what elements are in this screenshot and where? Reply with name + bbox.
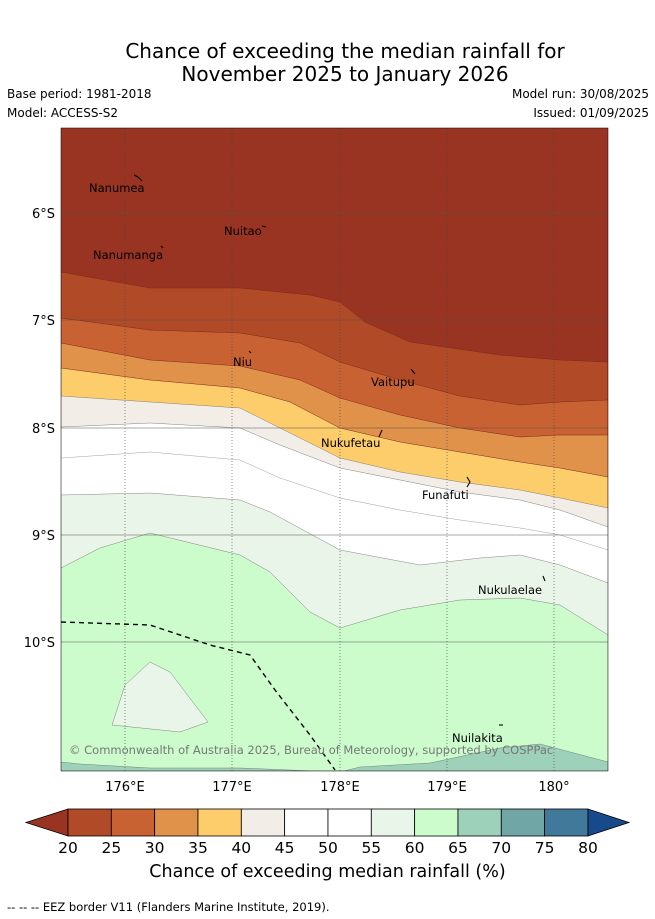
colorbar-tick-label: 60 (405, 839, 425, 857)
place-label-nuitao: Nuitao (224, 224, 262, 238)
title-line-1: Chance of exceeding the median rainfall … (125, 39, 565, 63)
colorbar-swatch (110, 808, 156, 837)
place-label-nukulaelae: Nukulaelae (478, 583, 542, 597)
place-labels: Nanumea Nuitao Nanumanga Niu Vaitupu Nuk… (89, 181, 542, 745)
base-period: Base period: 1981-2018 (7, 87, 152, 101)
island-niu (248, 350, 252, 354)
place-label-vaitupu: Vaitupu (371, 375, 415, 389)
colorbar-tick-label: 70 (491, 839, 511, 857)
lat-label: 8°S (32, 422, 55, 437)
contour-fill-layer (61, 128, 608, 771)
colorbar: 20 25 30 35 40 45 50 55 60 65 70 75 80 (24, 808, 631, 857)
island-vaitupu (410, 368, 416, 375)
colorbar-tick-label: 30 (145, 839, 165, 857)
colorbar-swatch (457, 808, 502, 837)
lon-label: 178°E (320, 780, 360, 795)
model-name: Model: ACCESS-S2 (7, 106, 119, 120)
latitude-labels: 6°S 7°S 8°S 9°S 10°S (24, 207, 55, 651)
island-nukufetau (378, 429, 383, 438)
longitude-gridlines (124, 128, 555, 771)
longitude-labels: 176°E 177°E 178°E 179°E 180° (105, 780, 569, 795)
island-nukulaelae (542, 575, 546, 582)
lat-label: 9°S (32, 529, 55, 544)
copyright-notice: © Commonwealth of Australia 2025, Bureau… (69, 743, 553, 757)
eez-border (61, 621, 336, 771)
island-funafuti (466, 476, 471, 488)
colorbar-swatch (67, 808, 112, 837)
colorbar-tick-label: 20 (58, 839, 78, 857)
latitude-gridlines (61, 212, 608, 643)
colorbar-tick-labels: 20 25 30 35 40 45 50 55 60 65 70 75 80 (58, 839, 598, 857)
place-label-niu: Niu (233, 355, 252, 369)
colorbar-tick-label: 50 (318, 839, 338, 857)
colorbar-title: Chance of exceeding median rainfall (%) (149, 862, 506, 882)
lon-label: 177°E (212, 780, 252, 795)
colorbar-swatch (414, 808, 459, 837)
island-nanumea (133, 174, 143, 182)
colorbar-swatch (544, 808, 589, 837)
place-label-funafuti: Funafuti (422, 488, 469, 502)
colorbar-tick-label: 55 (361, 839, 381, 857)
colorbar-tick-label: 45 (275, 839, 295, 857)
lon-label: 176°E (105, 780, 145, 795)
island-nuitao (261, 225, 267, 228)
colorbar-extend-high (587, 808, 631, 837)
band-60-65-pocket (111, 661, 209, 733)
colorbar-tick-label: 40 (231, 839, 251, 857)
colorbar-swatch (327, 808, 372, 837)
colorbar-swatches (24, 808, 631, 837)
lon-label: 179°E (427, 780, 467, 795)
colorbar-swatch (154, 808, 199, 837)
eez-footnote: -- -- -- EEZ border V11 (Flanders Marine… (7, 900, 330, 914)
place-label-nanumea: Nanumea (89, 181, 145, 195)
colorbar-swatch (370, 808, 416, 837)
lat-label: 10°S (24, 636, 55, 651)
model-run-date: Model run: 30/08/2025 (511, 87, 649, 101)
colorbar-swatch (284, 808, 329, 837)
island-nanumanga (160, 245, 164, 249)
lon-label: 180° (538, 780, 569, 795)
place-label-nukufetau: Nukufetau (321, 436, 380, 450)
map-frame (60, 127, 609, 772)
place-label-nuilakita: Nuilakita (452, 731, 503, 745)
title-line-2: November 2025 to January 2026 (181, 62, 509, 86)
colorbar-tick-label: 35 (188, 839, 208, 857)
colorbar-swatch (197, 808, 242, 837)
island-outlines (133, 174, 546, 726)
colorbar-swatch (500, 808, 546, 837)
colorbar-tick-label: 75 (535, 839, 555, 857)
place-label-nanumanga: Nanumanga (93, 248, 163, 262)
chart-title: Chance of exceeding the median rainfall … (0, 40, 655, 86)
colorbar-swatch (240, 808, 286, 837)
colorbar-tick-label: 80 (578, 839, 598, 857)
lat-label: 7°S (32, 314, 55, 329)
issued-date: Issued: 01/09/2025 (533, 106, 649, 120)
colorbar-tick-label: 25 (101, 839, 121, 857)
band-70-75 (61, 743, 608, 771)
lat-label: 6°S (32, 207, 55, 222)
colorbar-extend-low (24, 808, 69, 837)
colorbar-tick-label: 65 (448, 839, 468, 857)
